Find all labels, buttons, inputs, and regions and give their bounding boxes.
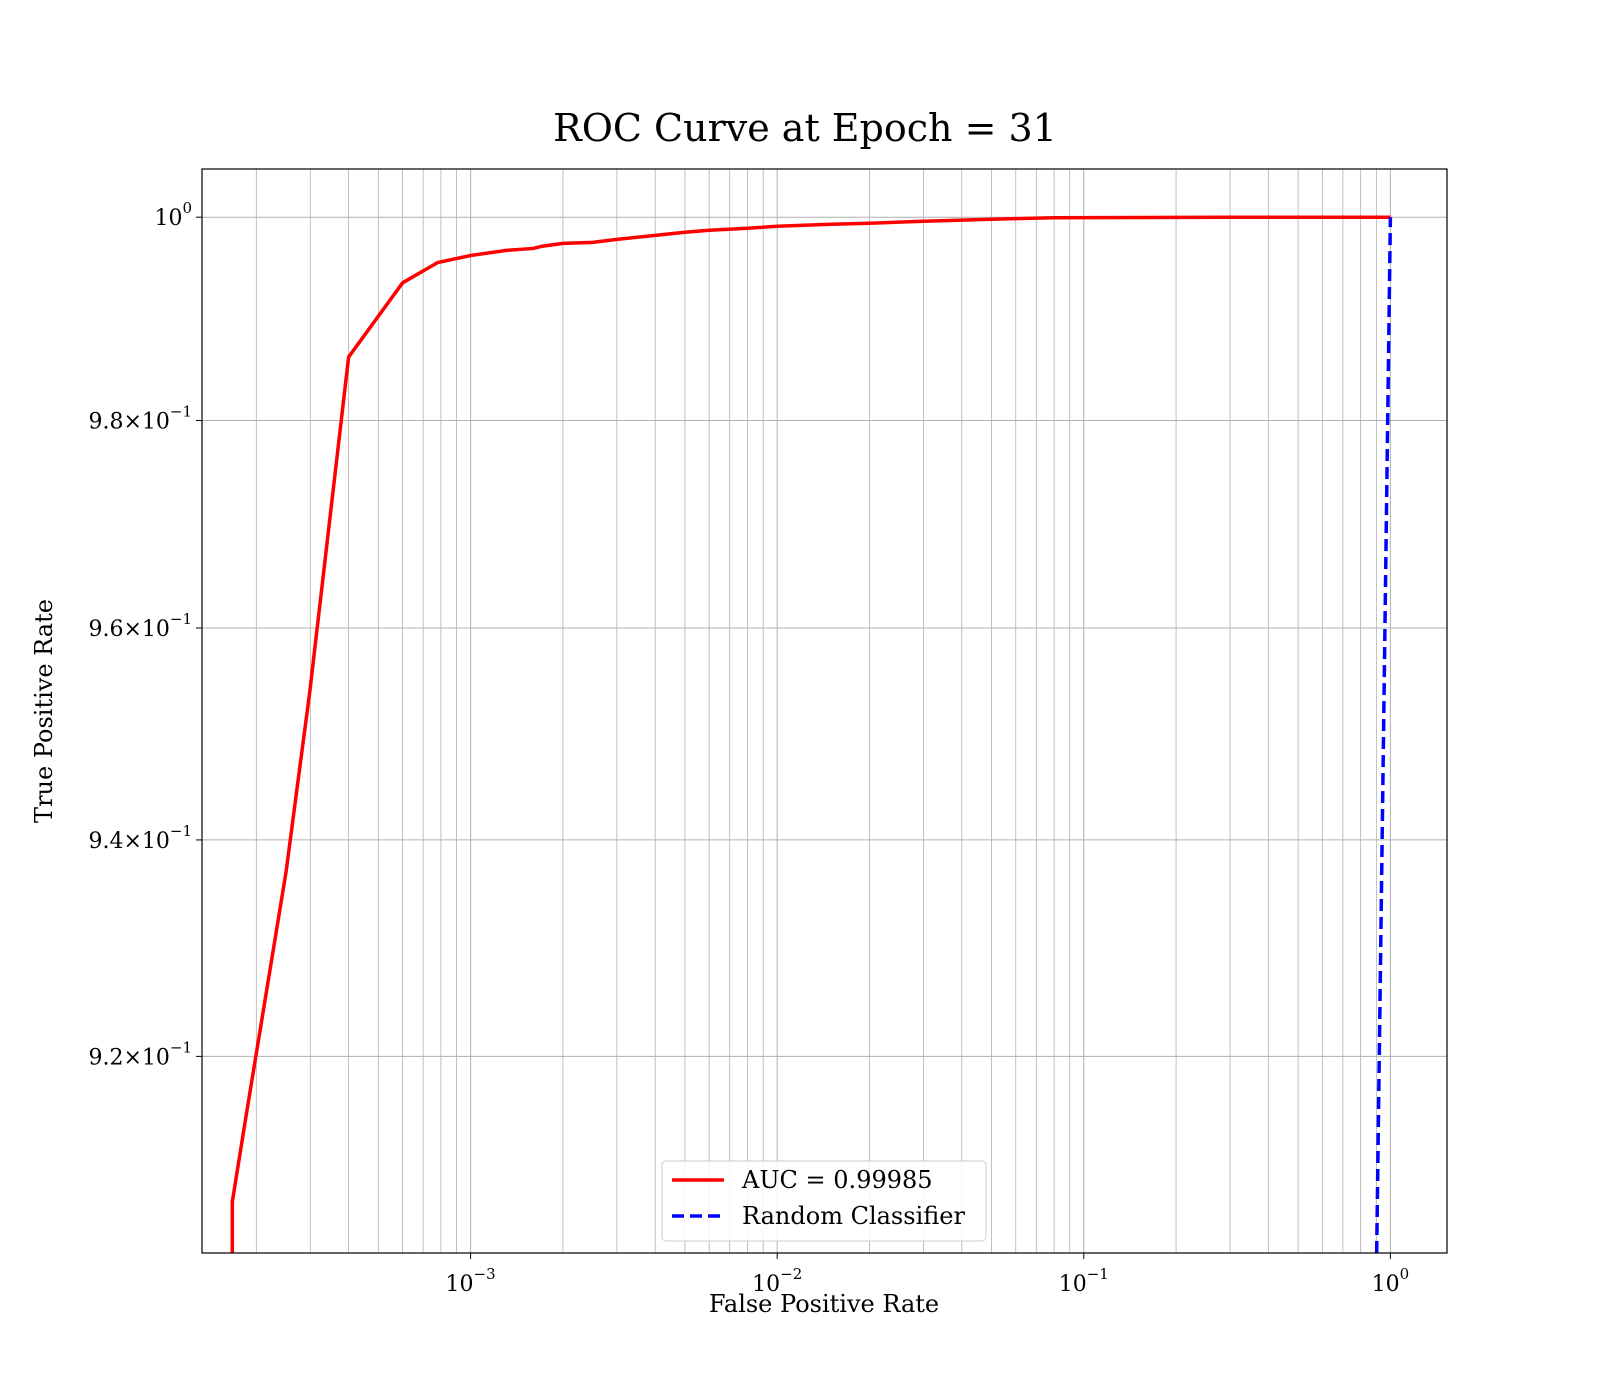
x-tick-label: 100	[1372, 1265, 1410, 1297]
plot-frame	[201, 168, 1448, 1254]
series-line-0	[230, 215, 1391, 1253]
legend: AUC = 0.99985 Random Classifier	[661, 1160, 987, 1242]
legend-label-random: Random Classifier	[742, 1202, 965, 1230]
series-layer	[230, 215, 1393, 1254]
x-axis-label: False Positive Rate	[709, 1290, 939, 1318]
minor-gridlines	[255, 169, 1377, 1253]
x-tick-label: 10−1	[1059, 1265, 1109, 1297]
legend-label-auc: AUC = 0.99985	[741, 1166, 933, 1194]
major-gridlines	[202, 169, 1447, 1253]
y-tick-label: 9.2×10−1	[88, 1038, 192, 1070]
x-tick-label: 10−3	[446, 1265, 496, 1297]
y-axis-label: True Positive Rate	[30, 599, 58, 823]
legend-box	[661, 1160, 987, 1242]
x-tick-labels: 10−3 10−2 10−1 100	[446, 1253, 1410, 1297]
x-tick-label: 10−2	[752, 1265, 802, 1297]
y-tick-labels: 9.2×10−1 9.4×10−1 9.6×10−1 9.8×10−1 100	[88, 199, 202, 1070]
chart-title: ROC Curve at Epoch = 31	[553, 106, 1057, 150]
y-tick-label: 9.6×10−1	[88, 610, 192, 642]
y-tick-label: 9.8×10−1	[88, 403, 192, 435]
series-line-1	[1374, 217, 1393, 1254]
y-tick-label: 100	[154, 199, 192, 231]
y-tick-label: 9.4×10−1	[88, 822, 192, 854]
